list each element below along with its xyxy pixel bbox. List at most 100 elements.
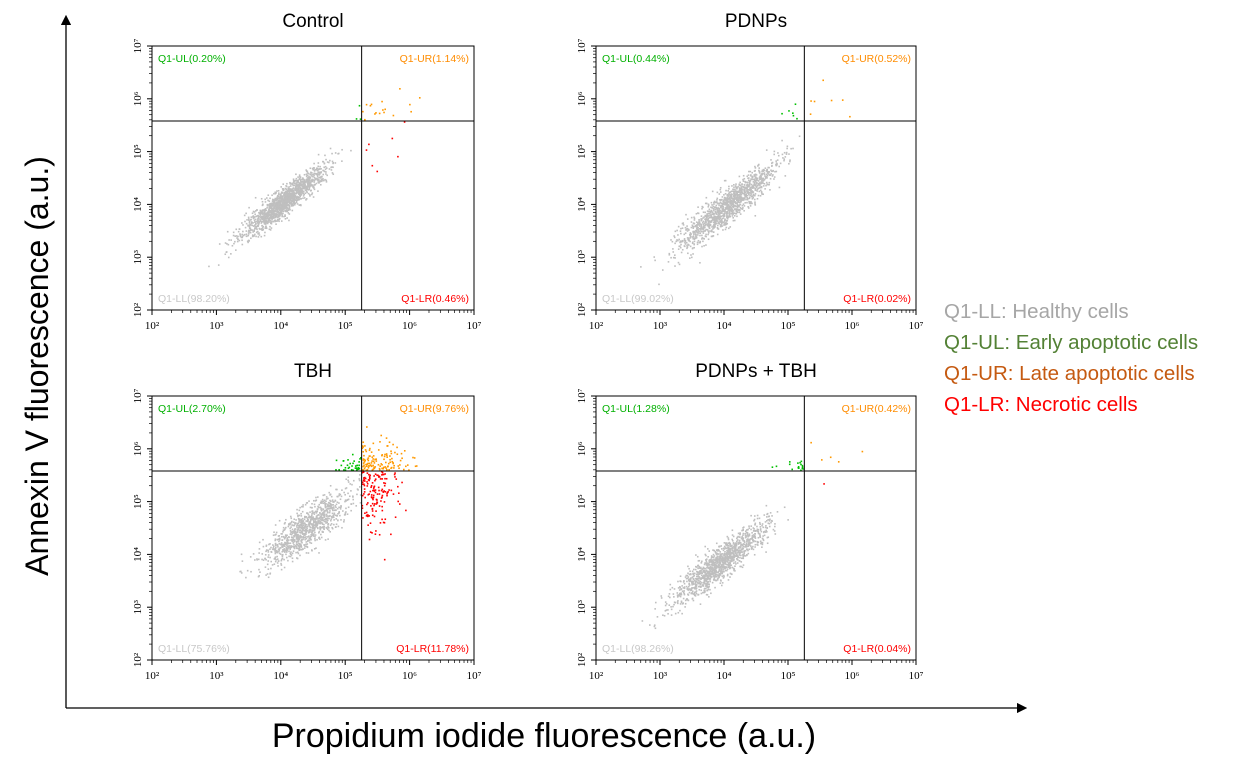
x-tick-label: 10² [589, 320, 604, 332]
scatter-point [306, 540, 309, 543]
scatter-point [719, 553, 721, 555]
scatter-point [254, 218, 257, 221]
scatter-point [679, 230, 682, 232]
scatter-point [719, 217, 722, 220]
scatter-point [264, 213, 267, 215]
scatter-point [744, 201, 747, 204]
scatter-point [260, 222, 263, 224]
scatter-point [273, 214, 276, 217]
scatter-point [763, 530, 766, 533]
x-tick-label: 10⁵ [781, 670, 796, 682]
scatter-point [694, 237, 697, 239]
scatter-point [304, 538, 306, 541]
scatter-point [291, 530, 294, 533]
scatter-point [713, 221, 715, 224]
scatter-point [677, 225, 680, 228]
scatter-point [753, 194, 755, 197]
scatter-point [810, 100, 812, 102]
scatter-point [303, 547, 306, 549]
scatter-point [749, 190, 752, 192]
scatter-point [708, 212, 711, 215]
scatter-point [280, 205, 283, 208]
scatter-point [308, 539, 311, 542]
scatter-point [792, 147, 794, 150]
scatter-point [294, 523, 296, 525]
scatter-point [243, 214, 246, 217]
scatter-point [765, 181, 768, 184]
scatter-point [331, 504, 334, 506]
scatter-point [295, 551, 297, 554]
scatter-point [278, 208, 281, 210]
scatter-point [294, 545, 297, 547]
scatter-point [263, 208, 266, 211]
scatter-point [293, 181, 295, 184]
scatter-point [338, 493, 341, 495]
scatter-point [698, 222, 701, 225]
scatter-point [743, 188, 746, 191]
scatter-point [722, 229, 724, 231]
scatter-point [317, 169, 319, 171]
scatter-point [300, 546, 303, 548]
scatter-point [334, 152, 337, 154]
scatter-point [746, 196, 748, 199]
scatter-point [751, 202, 753, 205]
scatter-point [375, 510, 377, 512]
scatter-point [397, 500, 399, 503]
scatter-point [330, 515, 333, 518]
scatter-point [700, 230, 702, 232]
scatter-point [714, 212, 717, 214]
scatter-point [292, 531, 295, 533]
scatter-point [317, 506, 320, 509]
scatter-point [763, 178, 766, 181]
scatter-point [725, 189, 727, 192]
scatter-point [712, 235, 715, 237]
scatter-point [754, 540, 757, 543]
scatter-point [336, 488, 338, 491]
scatter-point [278, 205, 280, 208]
scatter-point [754, 522, 757, 525]
scatter-point [379, 465, 382, 467]
scatter-point [754, 184, 756, 187]
scatter-point [271, 213, 274, 216]
scatter-point [719, 224, 722, 226]
scatter-point [241, 222, 243, 224]
scatter-point [372, 442, 375, 445]
y-tick-label: 10³ [132, 249, 144, 264]
scatter-point [290, 533, 293, 536]
scatter-point [365, 469, 368, 472]
scatter-point [291, 528, 294, 531]
scatter-point [288, 523, 291, 526]
scatter-point [257, 232, 259, 235]
scatter-point [752, 196, 754, 199]
scatter-point [750, 178, 752, 180]
scatter-point [737, 185, 739, 188]
scatter-point [265, 225, 267, 228]
scatter-point [759, 536, 762, 538]
scatter-point [698, 225, 701, 227]
scatter-point [751, 178, 753, 181]
scatter-point [292, 187, 295, 189]
scatter-point [290, 203, 293, 206]
scatter-point [718, 221, 720, 224]
scatter-point [385, 453, 388, 455]
scatter-point [345, 478, 348, 481]
scatter-point [728, 197, 731, 199]
scatter-point [363, 461, 366, 463]
y-tick-label: 10³ [576, 249, 588, 264]
scatter-point [754, 189, 757, 191]
scatter-point [282, 183, 285, 185]
scatter-point [763, 514, 766, 516]
scatter-point [299, 184, 302, 187]
scatter-point [312, 168, 315, 171]
scatter-point [285, 190, 287, 193]
scatter-point [295, 185, 298, 187]
scatter-point [325, 515, 328, 517]
scatter-point [384, 453, 386, 456]
scatter-point [272, 210, 274, 212]
scatter-point [276, 203, 279, 206]
scatter-point [761, 193, 763, 195]
scatter-point [710, 214, 712, 216]
scatter-point [236, 237, 238, 239]
scatter-point [698, 227, 701, 230]
scatter-point [313, 167, 316, 169]
